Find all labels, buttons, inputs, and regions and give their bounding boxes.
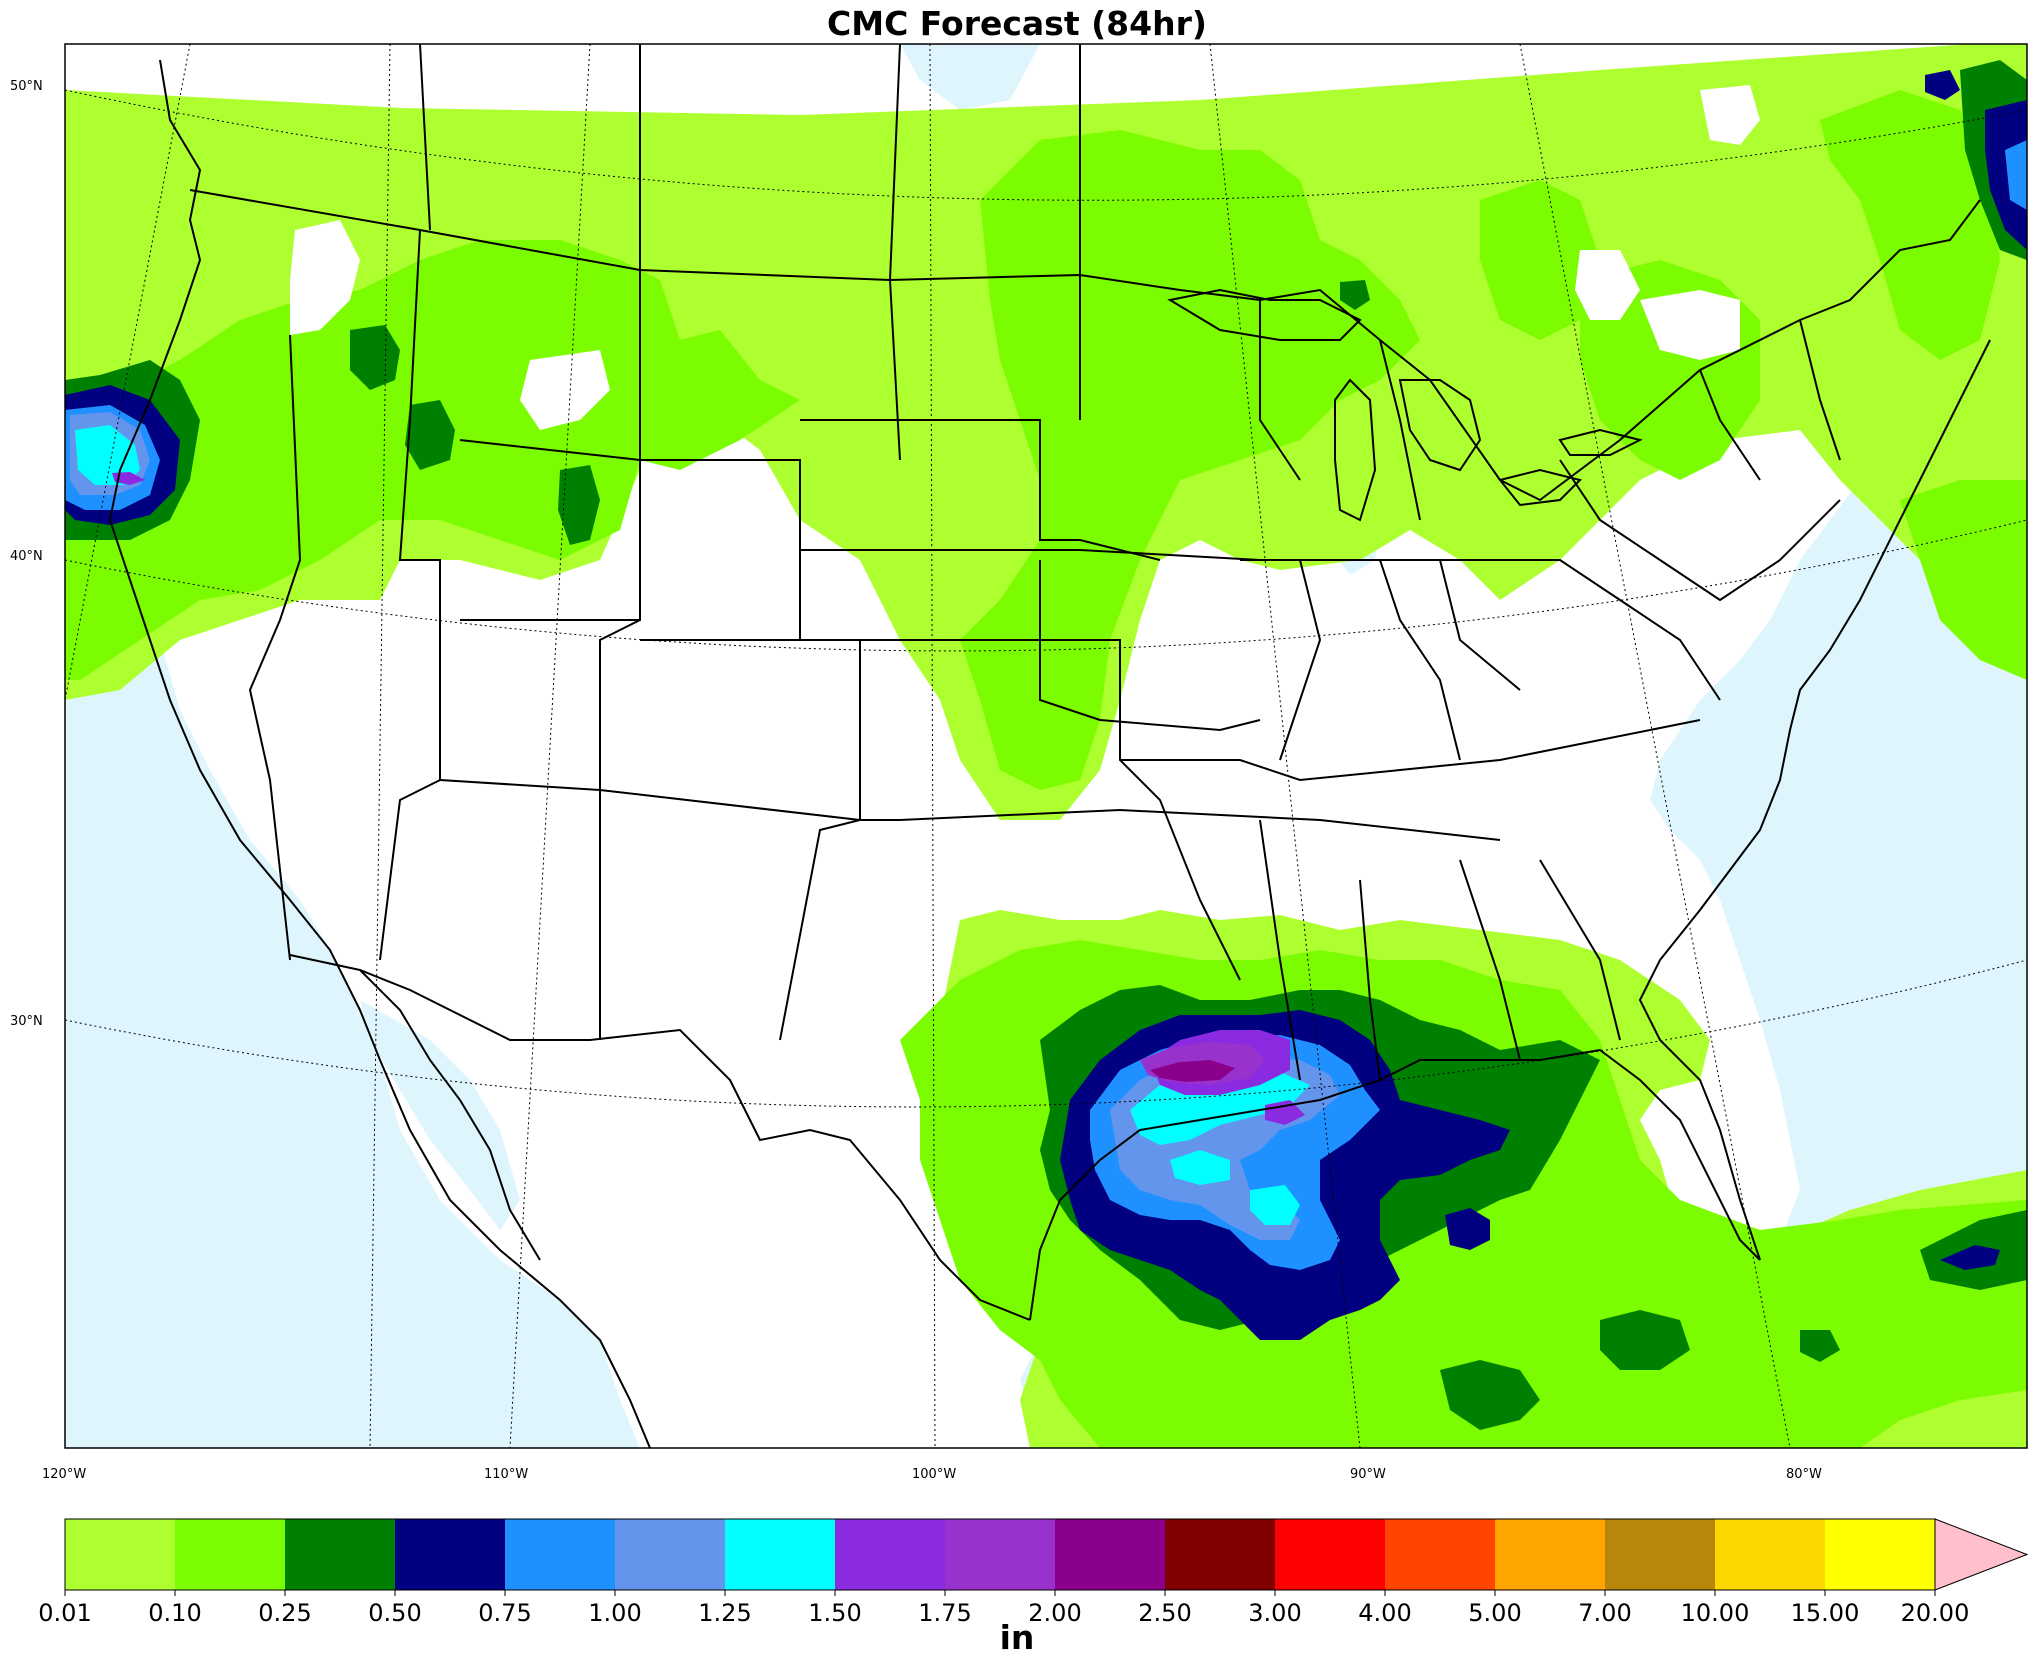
precip-2-00: [1150, 1060, 1235, 1082]
lat-label-50: 50°N: [10, 79, 43, 94]
colorbar-swatch: [1605, 1519, 1715, 1590]
colorbar-tick-label: 20.00: [1901, 1599, 1970, 1627]
colorbar-tick-label: 15.00: [1791, 1599, 1860, 1627]
map-frame: [64, 43, 2028, 1449]
colorbar-tick-label: 0.75: [478, 1599, 531, 1627]
colorbar-swatch: [615, 1519, 725, 1590]
colorbar-swatch: [1165, 1519, 1275, 1590]
colorbar-swatch: [1275, 1519, 1385, 1590]
dry-areas: [290, 44, 1760, 430]
colorbar-units: in: [999, 1618, 1035, 1657]
colorbar-tick-label: 10.00: [1681, 1599, 1750, 1627]
lon-label-110: 110°W: [484, 1467, 528, 1482]
map-title: CMC Forecast (84hr): [827, 4, 1207, 43]
colorbar-swatch: [1715, 1519, 1825, 1590]
colorbar-swatch: [1495, 1519, 1605, 1590]
lat-label-30: 30°N: [10, 1014, 43, 1029]
boundaries: [108, 44, 1991, 1448]
colorbar-swatch: [725, 1519, 835, 1590]
colorbar-swatch: [1385, 1519, 1495, 1590]
colorbar-swatch: [945, 1519, 1055, 1590]
colorbar-swatch: [1825, 1519, 1935, 1590]
colorbar-swatch: [1055, 1519, 1165, 1590]
lon-label-120: 120°W: [42, 1467, 86, 1482]
colorbar-tick-label: 0.01: [38, 1599, 91, 1627]
graticule: [65, 44, 2027, 1448]
colorbar-tick-label: 1.00: [588, 1599, 641, 1627]
colorbar-outline: [64, 1518, 1936, 1591]
lat-label-40: 40°N: [10, 549, 43, 564]
colorbar: 0.01 0.10 0.25 0.50 0.75 1.00 1.25 1.50 1.75 2.00…: [38, 1518, 2029, 1627]
colorbar-tick-label: 3.00: [1248, 1599, 1301, 1627]
colorbar-swatch: [285, 1519, 395, 1590]
colorbar-swatch: [175, 1519, 285, 1590]
colorbar-tick-label: 2.00: [1028, 1599, 1081, 1627]
colorbar-swatch: [835, 1519, 945, 1590]
colorbar-swatch: [395, 1519, 505, 1590]
gulf-of-california: [360, 1000, 520, 1230]
precip-1-25: [75, 425, 1310, 1225]
colorbar-tick-label: 7.00: [1578, 1599, 1631, 1627]
north-water: [900, 44, 1040, 110]
colorbar-tick-label: 2.50: [1138, 1599, 1191, 1627]
lon-label-80: 80°W: [1786, 1467, 1822, 1482]
colorbar-swatch: [505, 1519, 615, 1590]
colorbar-swatch: [65, 1519, 175, 1590]
colorbar-tick-label: 1.75: [918, 1599, 971, 1627]
colorbar-tick-label: 0.50: [368, 1599, 421, 1627]
colorbar-tick-label: 1.25: [698, 1599, 751, 1627]
colorbar-extend-arrow: [1934, 1518, 2029, 1591]
colorbar-tick-label: 1.50: [808, 1599, 861, 1627]
colorbar-tick-label: 4.00: [1358, 1599, 1411, 1627]
lon-label-100: 100°W: [912, 1467, 956, 1482]
colorbar-tick-label: 0.10: [148, 1599, 201, 1627]
colorbar-tick-label: 5.00: [1468, 1599, 1521, 1627]
lon-label-90: 90°W: [1350, 1467, 1386, 1482]
colorbar-tick-label: 0.25: [258, 1599, 311, 1627]
map-frame-content: [65, 44, 2027, 1448]
